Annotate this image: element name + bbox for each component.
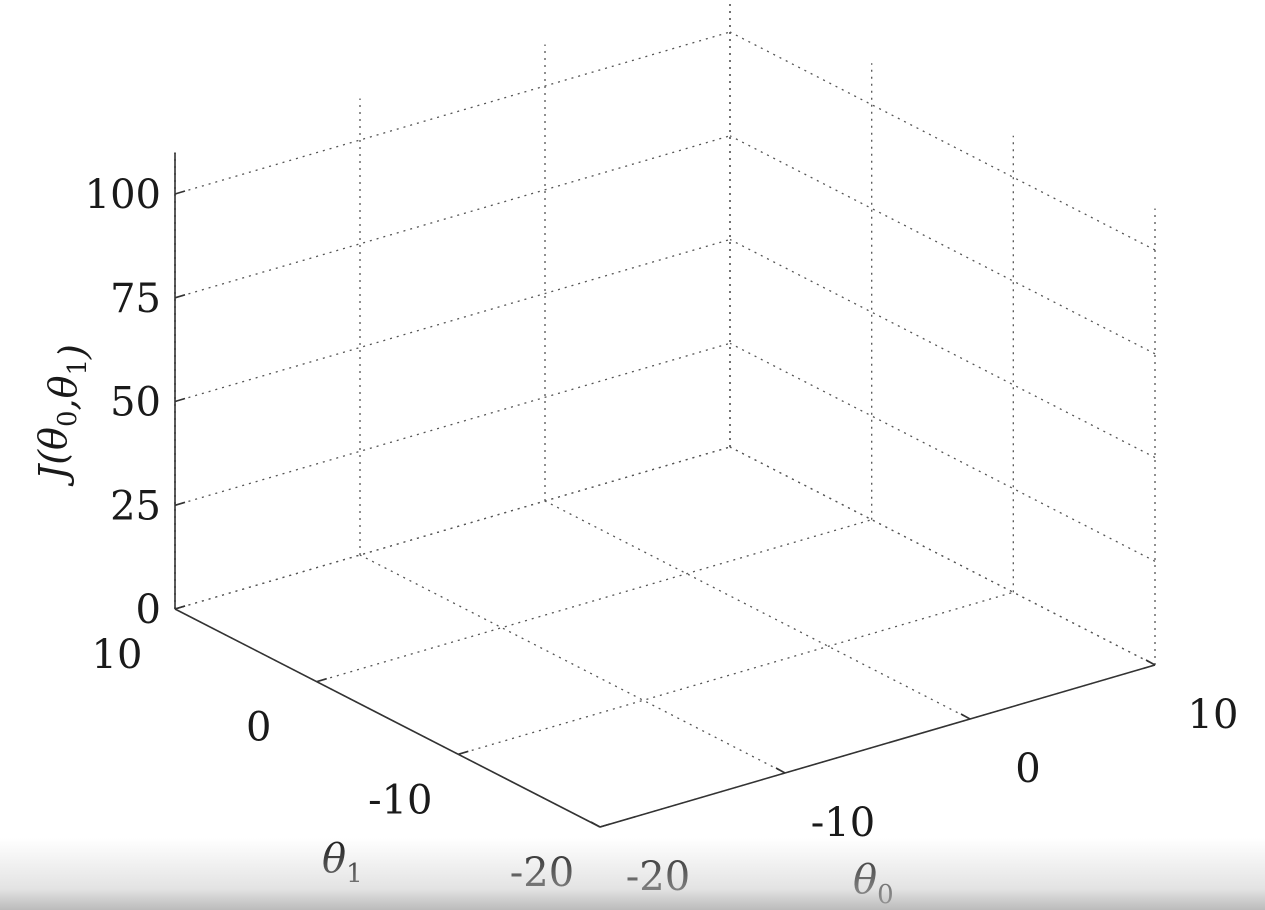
side-wall-grid-line-z [729,342,1156,562]
z-axis-title: J(θ0,θ1) [31,344,95,487]
z-tick-mark [174,501,186,507]
y-tick-label: -10 [368,777,432,823]
z-axis-symbol: J(θ0,θ1) [31,344,95,487]
x-tick-label: -10 [811,800,875,846]
side-wall-grid-line-z [729,446,1156,666]
side-wall-grid-line-z [729,135,1156,355]
floor-grid-line-x [544,500,971,720]
z-tick-mark [174,397,186,403]
side-wall-grid-line-z [729,31,1156,251]
axis-lines [174,152,1156,828]
back-wall-grid-line-z [174,135,731,299]
x-tick-mark [960,713,971,720]
floor-grid-line-x [359,554,786,774]
y-tick-label: 0 [246,705,271,751]
x-tick-label: -20 [626,854,690,900]
y-tick-mark [599,823,611,828]
z-tick-mark [174,190,186,195]
z-tick-mark [174,294,186,299]
y-axis-line [174,608,601,828]
y-tick-label: -20 [510,850,574,896]
z-tick-label: 25 [110,483,161,529]
back-wall-grid-line-z [174,31,731,195]
grid-lines [174,0,1156,828]
x-axis-title: θ0 [853,857,894,910]
y-tick-label: 10 [92,632,143,678]
y-axis-symbol: θ1 [322,836,363,889]
z-tick-label: 100 [85,172,161,218]
x-axis-line [599,664,1156,828]
x-tick-label: 0 [1015,746,1040,792]
back-wall-grid-line-z [174,342,731,506]
x-tick-mark [775,767,786,774]
y-tick-mark [458,750,469,756]
x-tick-mark [590,821,601,828]
y-axis-title: θ1 [322,836,363,889]
z-tick-label: 75 [110,276,161,322]
x-tick-label: 10 [1188,692,1239,738]
y-tick-mark [316,677,327,683]
z-tick-label: 0 [136,587,161,633]
side-wall-grid-line-z [729,238,1156,459]
x-tick-mark [1145,659,1156,666]
z-tick-label: 50 [110,380,161,426]
back-wall-grid-line-z [174,238,731,403]
x-axis-symbol: θ0 [853,857,894,910]
z-tick-mark [174,605,186,610]
